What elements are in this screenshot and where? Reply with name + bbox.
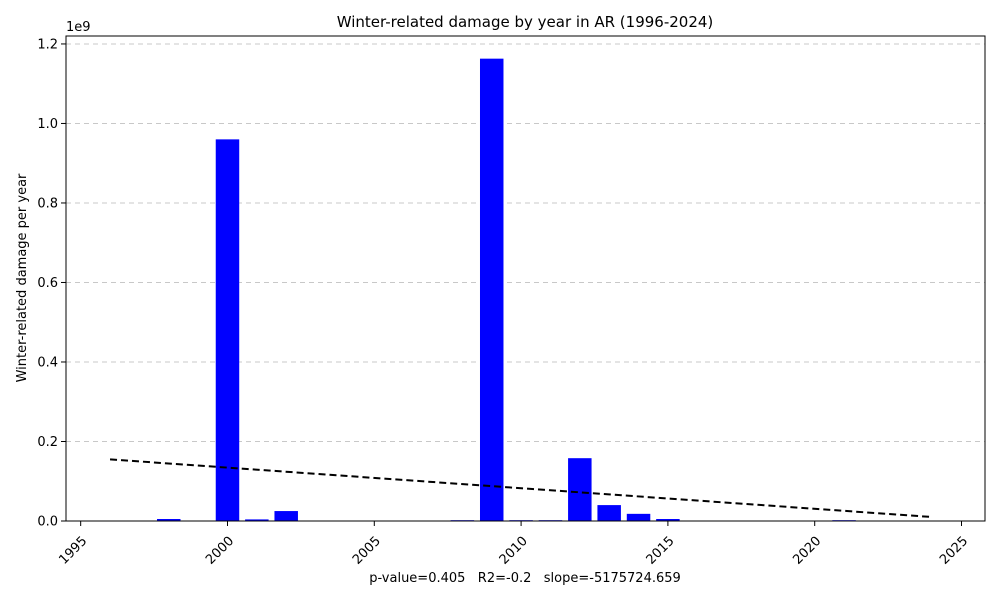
y-tick-label: 0.4	[37, 355, 58, 370]
x-tick-label: 2015	[644, 534, 678, 568]
stats-footer: p-value=0.405 R2=-0.2 slope=-5175724.659	[369, 571, 681, 586]
trend-line	[109, 458, 933, 519]
y-tick-label: 1.0	[37, 117, 58, 132]
x-tick-label: 2010	[497, 534, 531, 568]
bar-1998	[157, 519, 181, 521]
bar-2009	[479, 58, 504, 521]
x-tick-label: 2000	[203, 534, 237, 568]
bar-2000	[215, 139, 240, 521]
bars-layer	[157, 58, 856, 521]
bar-2012	[568, 458, 592, 521]
y-tick-label: 0.8	[37, 196, 58, 211]
grid-layer	[66, 43, 985, 522]
bar-2015	[656, 519, 680, 521]
x-axis-ticks: 1995 2000 2005 2010 2015 2020 2025	[56, 521, 971, 568]
x-tick-label: 2005	[350, 534, 384, 568]
x-tick-label: 2025	[937, 534, 971, 568]
y-axis-label: Winter-related damage per year	[15, 173, 30, 382]
bar-2001	[245, 519, 269, 521]
bar-2014	[626, 513, 651, 521]
y-offset-label: 1e9	[66, 20, 91, 35]
y-tick-label: 0.6	[37, 276, 58, 291]
trend-layer	[109, 458, 933, 519]
x-tick-label: 2020	[790, 534, 824, 568]
y-tick-label: 0.0	[37, 515, 58, 530]
plot-frame	[65, 35, 986, 522]
chart-title: Winter-related damage by year in AR (199…	[337, 13, 714, 31]
y-axis-ticks: 0.0 0.2 0.4 0.6 0.8 1.0 1.2	[37, 37, 66, 530]
bar-2013	[597, 505, 621, 521]
y-tick-label: 0.2	[37, 435, 58, 450]
x-tick-label: 1995	[56, 534, 90, 568]
bar-2002	[274, 511, 298, 521]
y-tick-label: 1.2	[37, 37, 58, 52]
